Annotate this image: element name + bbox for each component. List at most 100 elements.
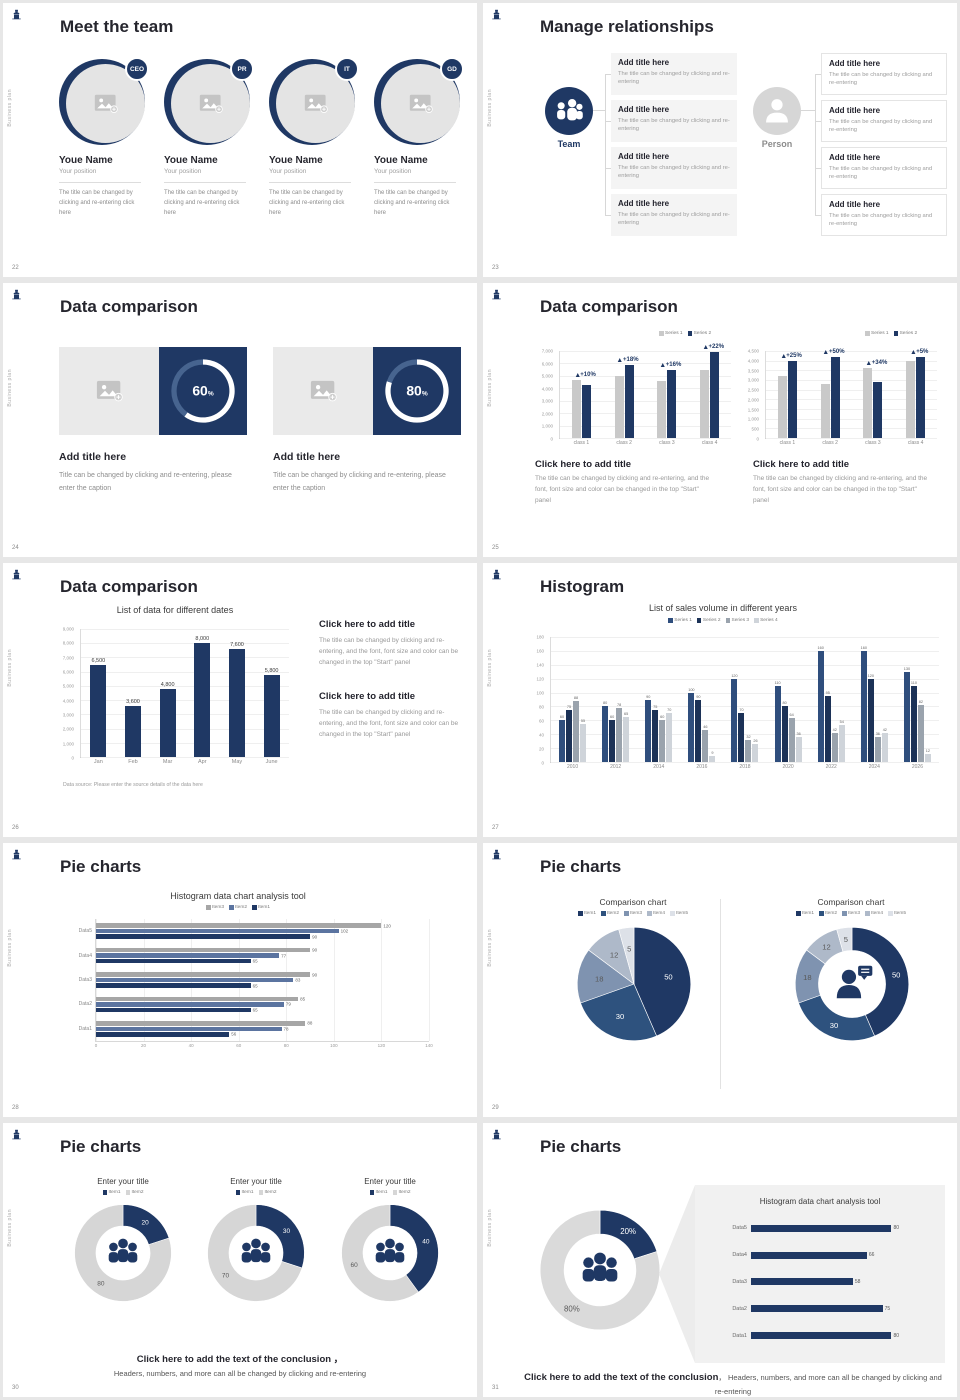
- vlab: 54: [839, 719, 844, 724]
- slide-number: 26: [12, 825, 19, 831]
- bar: 160: [818, 646, 824, 762]
- legend-item: Series 2: [687, 331, 711, 336]
- panel-title: Add title here: [59, 451, 127, 463]
- bar: [657, 380, 667, 438]
- hbar-bar: 102: [96, 929, 348, 934]
- ytick: 3,500: [747, 368, 759, 374]
- vlab: 4,800: [160, 681, 175, 688]
- legend-item: Item1: [252, 905, 270, 910]
- conclusion-rest: ， Headers, numbers, and more can all be …: [714, 1373, 942, 1397]
- vlab: 6,500: [91, 657, 106, 664]
- relationship-boxes-right: Add title here The title can be changed …: [821, 53, 947, 236]
- gridline: [551, 706, 939, 708]
- bar: 55: [580, 719, 587, 762]
- slide-cell: Data comparison Business plan Series 1 Se…: [480, 280, 960, 560]
- ytick: 0: [541, 760, 544, 766]
- hlab: 77: [281, 953, 287, 959]
- group: +5% class 4: [906, 349, 928, 446]
- slide-29-pie-charts[interactable]: Pie charts Business plan Comparison char…: [483, 843, 957, 1117]
- relationship-box-caption: The title can be changed by clicking and…: [618, 164, 730, 179]
- gridline: [766, 389, 937, 391]
- slide-vertical-text: Business plan: [7, 369, 13, 407]
- xlab: class 1: [573, 440, 590, 446]
- vlab: 7,600: [230, 641, 244, 648]
- legend-item: Item1: [235, 1190, 254, 1195]
- slide-27-histogram[interactable]: Histogram Business plan List of sales vo…: [483, 563, 957, 837]
- hrow: Data2 85 79 65: [79, 992, 429, 1016]
- relationship-box[interactable]: Add title here The title can be changed …: [821, 194, 947, 236]
- hlab: 65: [252, 983, 258, 989]
- gridline: [766, 380, 937, 381]
- slide-22-meet-the-team[interactable]: Meet the team Business plan CEO Youe Nam…: [3, 3, 477, 277]
- relationship-box[interactable]: Add title here The title can be changed …: [611, 194, 737, 236]
- building-logo-icon: [491, 1129, 502, 1140]
- xlab: 2018: [739, 764, 751, 770]
- slide-24-data-comparison[interactable]: Data comparison Business plan 60% 80% Ad…: [3, 283, 477, 557]
- gridline: [560, 400, 731, 402]
- hbar-bar: 77: [96, 953, 286, 958]
- cat: Data2: [78, 1001, 92, 1008]
- bar: 6,500: [90, 658, 107, 757]
- bar: 120: [731, 674, 738, 762]
- cat: Data4: [78, 952, 92, 959]
- svg-text:50: 50: [892, 970, 900, 979]
- slide-25-data-comparison[interactable]: Data comparison Business plan Series 1 Se…: [483, 283, 957, 557]
- svg-text:30: 30: [830, 1021, 838, 1030]
- bar: [624, 364, 634, 438]
- percent-donut-chart: 20% 80%: [537, 1207, 663, 1333]
- ytick: 160: [536, 648, 544, 654]
- slide-26-data-comparison[interactable]: Data comparison Business plan List of da…: [3, 563, 477, 837]
- relationship-box-caption: The title can be changed by clicking and…: [829, 165, 933, 180]
- legend-swatch: [888, 911, 893, 916]
- relationship-box[interactable]: Add title here The title can be changed …: [611, 53, 737, 95]
- bar: 90: [695, 695, 702, 762]
- xlab: 2020: [782, 764, 794, 770]
- slide-title: Data comparison: [60, 577, 198, 596]
- xlab: class 2: [616, 440, 632, 446]
- relationship-box-caption: The title can be changed by clicking and…: [829, 118, 933, 133]
- ann: +10%: [575, 372, 596, 378]
- vlab: 130: [903, 666, 911, 671]
- slide-title: Manage relationships: [540, 17, 714, 36]
- chart-legend: Item1 Item2 Item3 Item4 Item5: [553, 911, 713, 916]
- conclusion-text: Headers, numbers, and more can all be ch…: [113, 1369, 367, 1378]
- ytick: 6,000: [62, 669, 74, 675]
- xlab: class 4: [701, 440, 718, 446]
- hlab: 58: [854, 1278, 861, 1285]
- svg-text:80: 80: [97, 1281, 105, 1288]
- gridline: [551, 748, 939, 750]
- cat: Data5: [732, 1225, 747, 1232]
- svg-text:20%: 20%: [620, 1227, 636, 1236]
- relationship-box[interactable]: Add title here The title can be changed …: [611, 147, 737, 189]
- slide-31-pie-charts[interactable]: Pie charts Business plan 20% 80% Histogra…: [483, 1123, 957, 1397]
- ann: +25%: [781, 353, 802, 359]
- hbar-bar: 65: [96, 1007, 258, 1012]
- gridline: [81, 643, 289, 645]
- vgrid: [333, 919, 335, 1041]
- ann: +5%: [911, 349, 928, 355]
- bar: 110: [911, 681, 917, 762]
- bar: 70: [666, 708, 673, 762]
- relationship-box[interactable]: Add title here The title can be changed …: [821, 100, 947, 142]
- relationship-box[interactable]: Add title here The title can be changed …: [821, 53, 947, 95]
- slide-28-pie-charts[interactable]: Pie charts Business plan Histogram data …: [3, 843, 477, 1117]
- slide-title: Data comparison: [60, 297, 198, 316]
- ytick: 2,000: [747, 397, 759, 403]
- member-name: Youe Name: [374, 155, 428, 166]
- xlab: Feb: [128, 759, 138, 765]
- vlab: 32: [746, 734, 751, 739]
- grouped-bar-chart-left: 7,000 6,000 5,000 4,000 3,000 2,000 1,000 0 +10%…: [535, 337, 733, 451]
- vlab: 120: [731, 673, 738, 678]
- slide-23-manage-relationships[interactable]: Manage relationships Business plan Team …: [483, 3, 957, 277]
- relationship-box[interactable]: Add title here The title can be changed …: [821, 147, 947, 189]
- legend-item: Item5: [888, 911, 906, 916]
- connector-line: [815, 74, 816, 216]
- slide-30-pie-charts[interactable]: Pie charts Business plan Enter your titl…: [3, 1123, 477, 1397]
- relationship-box[interactable]: Add title here The title can be changed …: [611, 100, 737, 142]
- vlab: 12: [925, 748, 931, 753]
- ytick: 0: [756, 436, 759, 442]
- xtick: 80: [283, 1043, 289, 1048]
- xlab: class 3: [659, 440, 675, 446]
- vlab: 100: [688, 687, 695, 692]
- bar: [700, 369, 710, 438]
